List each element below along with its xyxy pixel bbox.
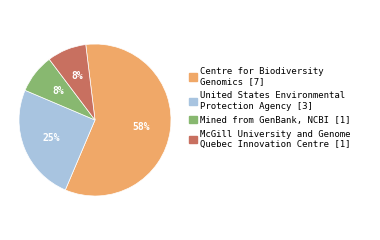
Text: 58%: 58% [133,121,150,132]
Wedge shape [49,45,95,120]
Wedge shape [19,90,95,190]
Wedge shape [25,59,95,120]
Wedge shape [65,44,171,196]
Text: 8%: 8% [52,86,64,96]
Text: 8%: 8% [71,71,83,81]
Legend: Centre for Biodiversity
Genomics [7], United States Environmental
Protection Age: Centre for Biodiversity Genomics [7], Un… [185,63,355,153]
Text: 25%: 25% [43,133,60,143]
